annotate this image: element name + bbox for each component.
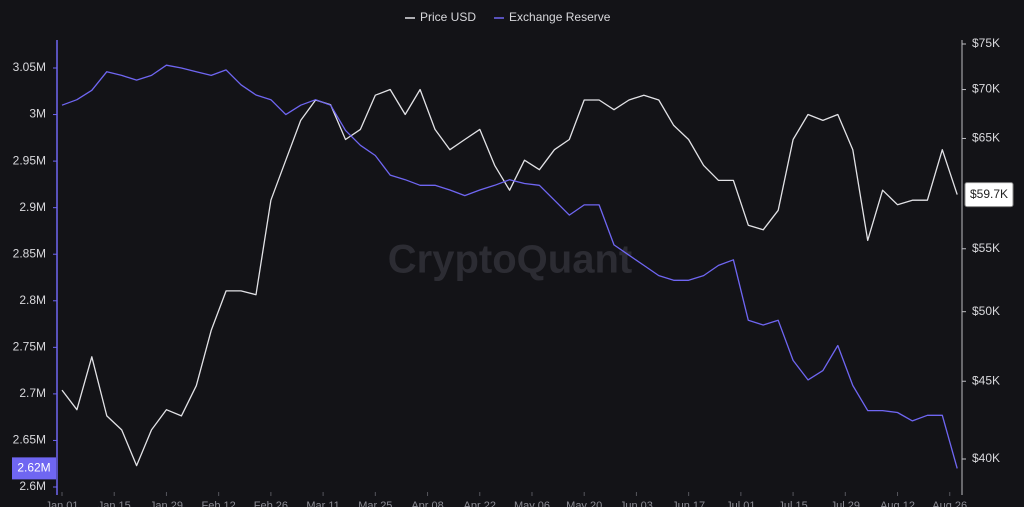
y2-tick-label: $55K: [972, 241, 1000, 255]
y-tick-label: 3.05M: [13, 60, 46, 74]
x-tick-label: Feb 12: [202, 500, 236, 507]
y-tick-label: 2.75M: [13, 340, 46, 354]
series-line: [61, 88, 958, 467]
legend-item: Exchange Reserve: [494, 10, 611, 24]
y-tick-label: 2.6M: [19, 479, 46, 493]
x-tick-label: Apr 22: [464, 500, 496, 507]
legend-label: Exchange Reserve: [509, 10, 611, 24]
y-tick-label: 2.9M: [19, 200, 46, 214]
current-value-label: $59.7K: [970, 187, 1008, 201]
y2-tick-label: $65K: [972, 131, 1000, 145]
y2-tick-label: $50K: [972, 304, 1000, 318]
current-value-badge: [964, 182, 1014, 208]
x-tick-label: Apr 08: [411, 500, 443, 507]
y-tick-label: 2.65M: [13, 433, 46, 447]
current-value-label: 2.62M: [17, 461, 50, 475]
x-tick-label: Jul 01: [726, 500, 755, 507]
x-tick-label: Jan 29: [150, 500, 183, 507]
y-tick-label: 2.7M: [19, 386, 46, 400]
x-tick-label: May 20: [566, 500, 602, 507]
y2-tick-label: $45K: [972, 373, 1000, 387]
current-value-badge: [12, 457, 56, 480]
series-line: [61, 64, 958, 469]
x-tick-label: Aug 12: [880, 500, 915, 507]
watermark: CryptoQuant: [388, 238, 632, 282]
x-tick-label: Aug 26: [932, 500, 967, 507]
x-tick-label: Jul 15: [778, 500, 807, 507]
x-tick-label: Mar 25: [358, 500, 392, 507]
y-tick-label: 2.95M: [13, 153, 46, 167]
x-tick-label: Jan 15: [98, 500, 131, 507]
legend-label: Price USD: [420, 10, 476, 24]
x-tick-label: Jun 03: [620, 500, 653, 507]
x-tick-label: Jul 29: [831, 500, 860, 507]
legend-item: Price USD: [405, 10, 476, 24]
y-tick-label: 3M: [29, 107, 46, 121]
y2-tick-label: $70K: [972, 82, 1000, 96]
x-tick-label: Feb 26: [254, 500, 288, 507]
x-tick-label: Mar 11: [306, 500, 339, 507]
y2-tick-label: $40K: [972, 451, 1000, 465]
y-tick-label: 2.85M: [13, 246, 46, 260]
y-tick-label: 2.8M: [19, 293, 46, 307]
x-tick-label: Jun 17: [672, 500, 705, 507]
x-tick-label: Jan 01: [45, 500, 78, 507]
x-tick-label: May 06: [514, 500, 550, 507]
y2-tick-label: $75K: [972, 36, 1000, 50]
